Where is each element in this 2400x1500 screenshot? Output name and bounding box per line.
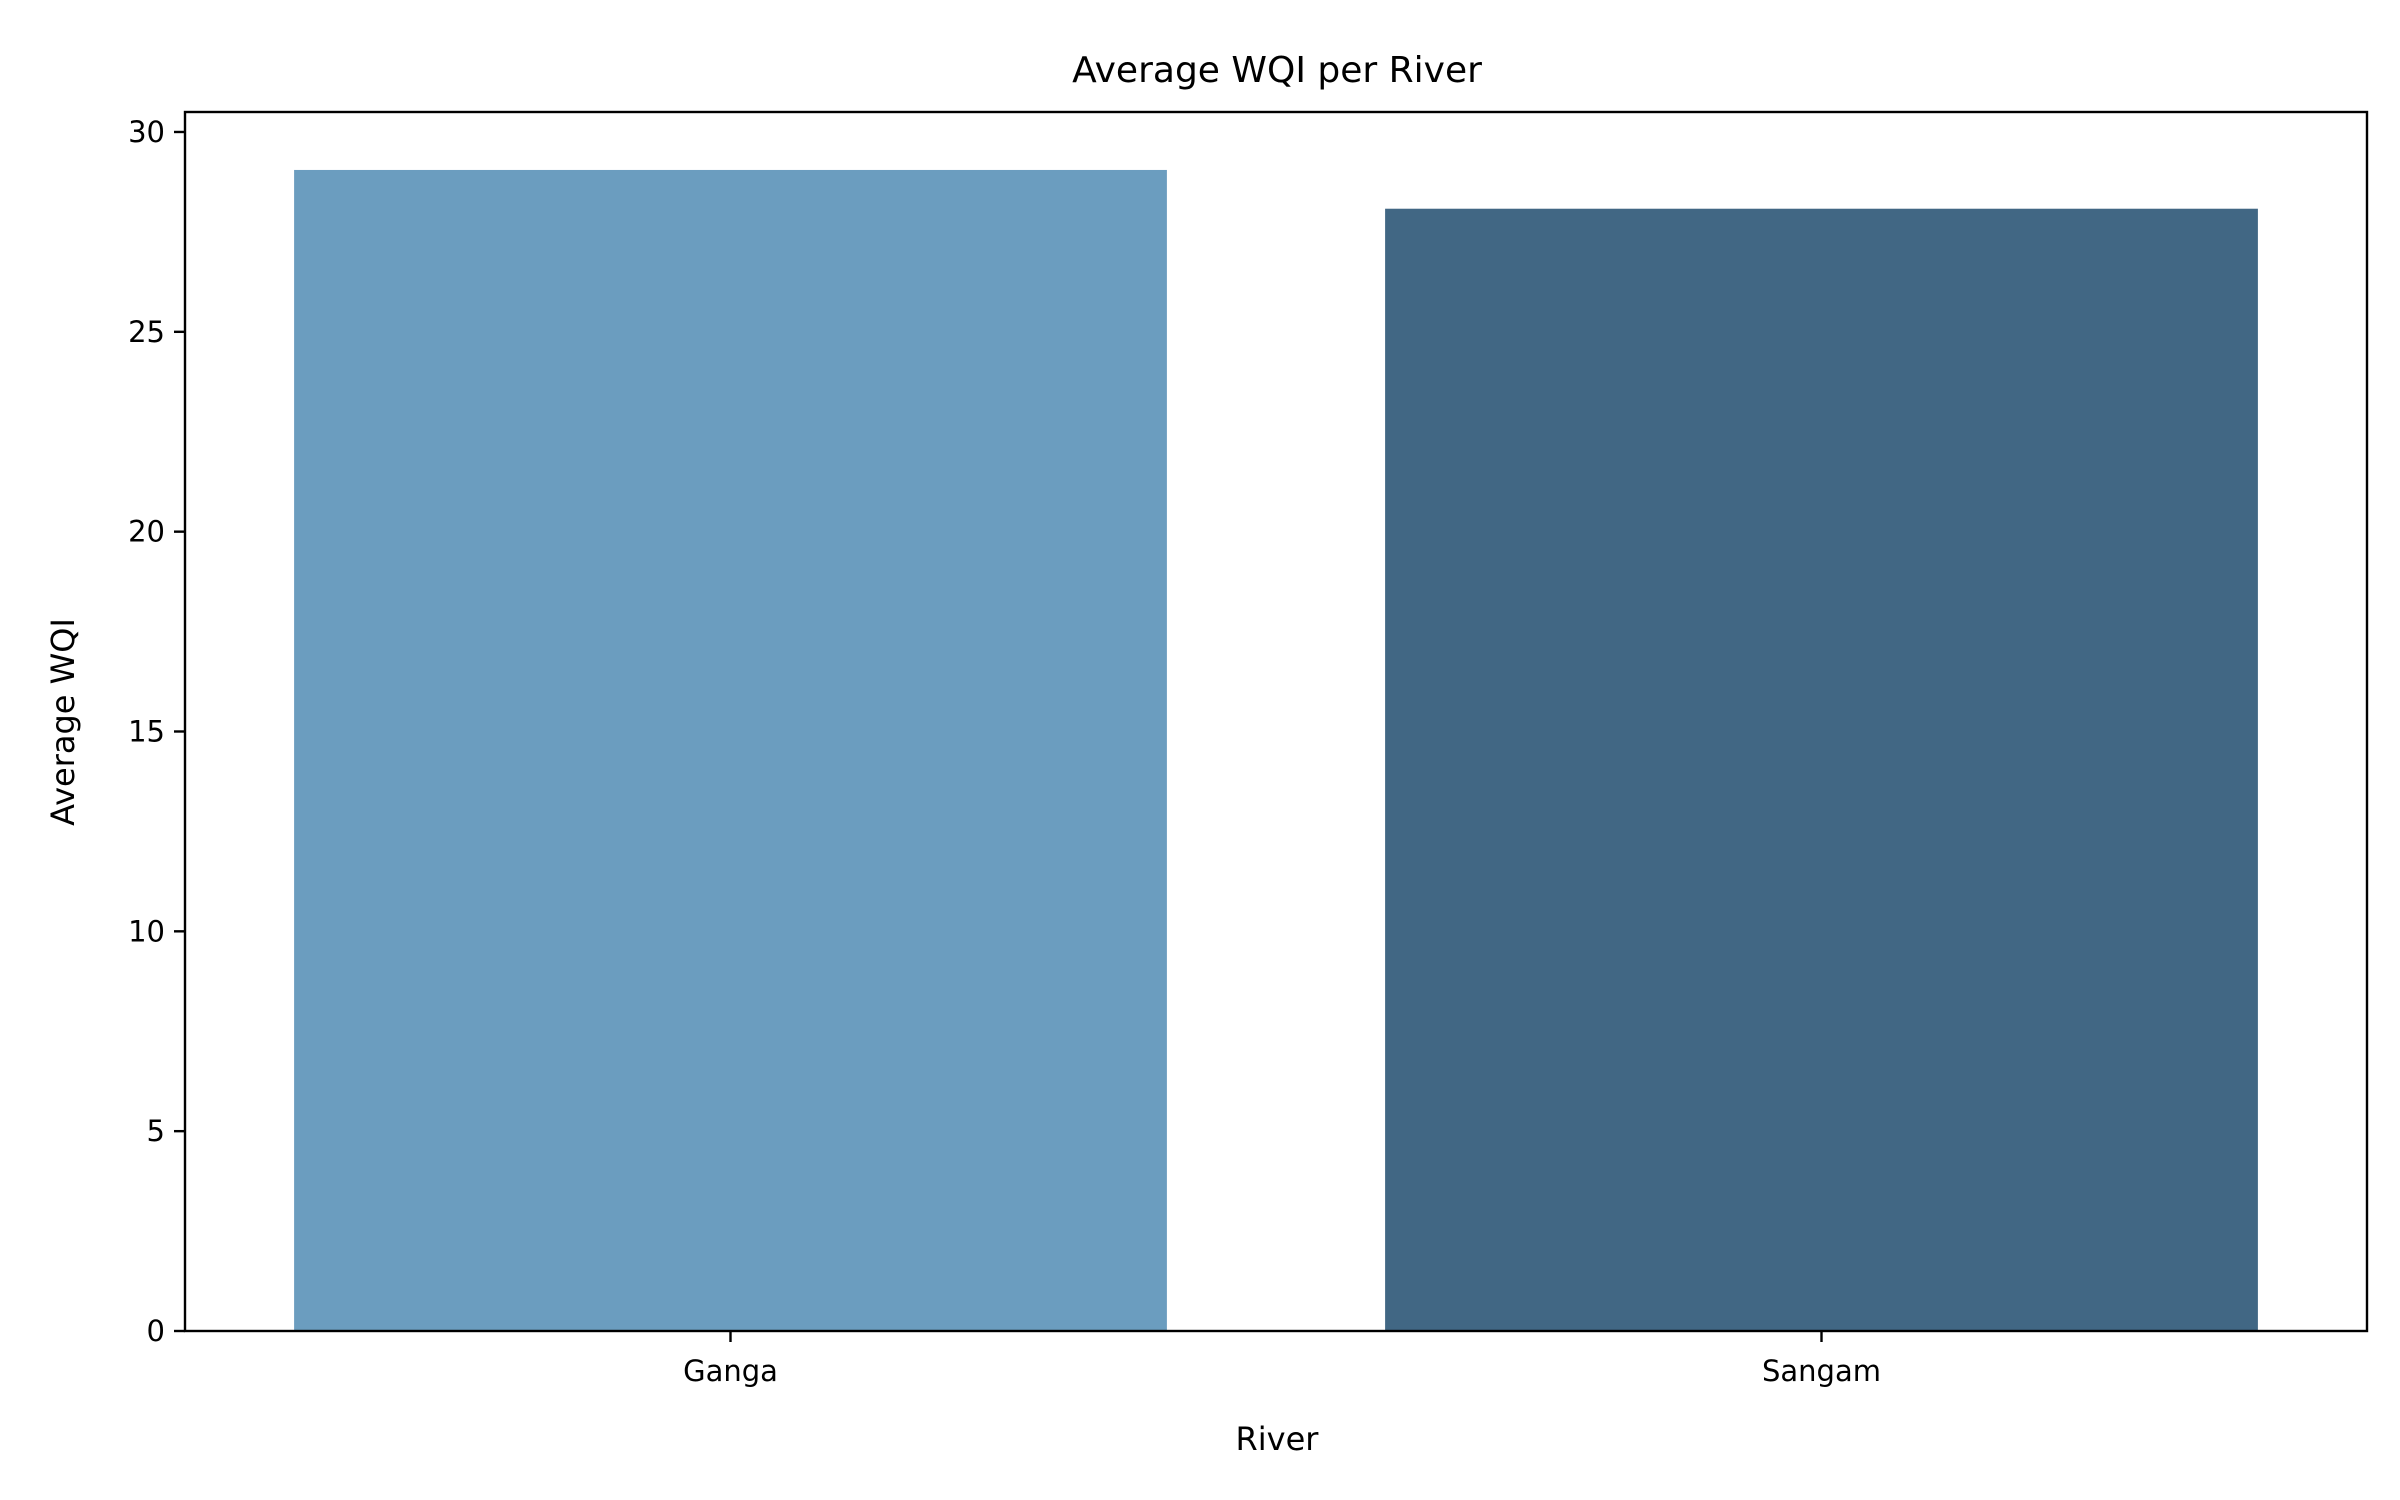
- x-axis-label: River: [1236, 1420, 1320, 1458]
- chart-title: Average WQI per River: [1072, 50, 1482, 91]
- x-tick-label: Sangam: [1762, 1354, 1881, 1388]
- bar-ganga: [294, 169, 1167, 1332]
- y-tick-label: 10: [128, 914, 165, 948]
- bar-sangam: [1385, 208, 2258, 1332]
- bars-group: [294, 169, 2258, 1332]
- y-tick-label: 15: [128, 714, 165, 748]
- x-tick-label: Ganga: [683, 1354, 778, 1388]
- y-tick-label: 20: [128, 515, 165, 549]
- y-tick-label: 5: [147, 1114, 165, 1148]
- y-tick-label: 0: [147, 1314, 165, 1348]
- y-tick-label: 25: [128, 315, 165, 349]
- plot-frame: [183, 110, 2369, 1333]
- y-tick-label: 30: [128, 115, 165, 149]
- y-axis-label: Average WQI: [44, 618, 82, 826]
- axes-group: 0 5 10 15 20 25 30 Ganga Sangam: [128, 110, 2369, 1388]
